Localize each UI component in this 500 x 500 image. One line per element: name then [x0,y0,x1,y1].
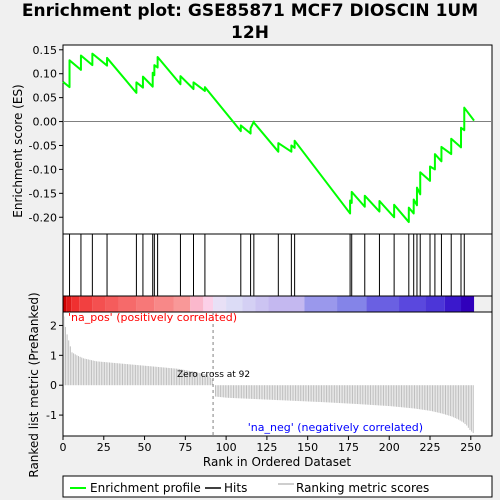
es-panel-frame [62,44,493,235]
heatmap-block [154,296,174,312]
ranking-heatmap-strip [63,296,475,312]
pos-label: 'na_pos' (positively correlated) [68,311,237,324]
heatmap-block [304,296,338,312]
legend-label-metric: Ranking metric scores [296,481,429,495]
heatmap-block [399,296,426,312]
x-tick-label: 75 [178,441,192,454]
legend-box [62,475,493,498]
enrichment-profile [62,52,475,224]
heatmap-block [92,296,106,312]
heatmap-block [203,296,214,312]
x-tick-label: 25 [97,441,111,454]
ranked-y-axis: -1 0 1 2 [46,319,63,422]
x-tick-label: 0 [60,441,67,454]
es-y-axis: -0.20 -0.15 -0.10 -0.05 0.00 0.05 0.10 0.15 [29,44,63,224]
es-ytick-label: 0.00 [33,116,58,129]
heatmap-block [66,296,72,312]
ranked-ylabel: Ranked list metric (PreRanked) [27,292,41,477]
legend-label-hits: Hits [224,481,247,495]
legend-entry-hits: Hits [205,481,247,495]
x-tick-label: 175 [338,441,359,454]
ranked-ytick-label: 0 [50,379,57,392]
heatmap-block [366,296,400,312]
ranking-metric-bars [63,316,474,434]
es-ytick-label: -0.05 [29,139,57,152]
es-ytick-label: 0.05 [33,92,58,105]
chart-title: Enrichment plot: GSE85871 MCF7 DIOSCIN 1… [21,1,479,43]
es-ytick-label: 0.10 [33,68,58,81]
heatmap-block [255,296,269,312]
enrichment-profile-line [62,52,475,224]
heatmap-block [213,296,227,312]
heatmap-block [226,296,243,312]
heatmap-block [79,296,93,312]
heatmap-block [242,296,256,312]
heatmap-block [173,296,191,312]
legend-entry-profile: Enrichment profile [70,481,201,495]
ranked-ytick-label: -1 [46,409,57,422]
es-ytick-label: -0.10 [29,163,57,176]
legend-label-profile: Enrichment profile [90,481,201,495]
heatmap-block [118,296,137,312]
es-ytick-label: -0.15 [29,187,57,200]
heatmap-block [63,296,67,312]
heatmap-block [190,296,204,312]
es-ytick-label: 0.15 [33,44,58,57]
x-axis-label: Rank in Ordered Dataset [203,455,351,469]
x-tick-label: 50 [138,441,152,454]
x-tick-label: 200 [379,441,400,454]
heatmap-block [425,296,445,312]
x-tick-label: 250 [460,441,481,454]
heatmap-block [268,296,305,312]
legend-entry-metric: Ranking metric scores [278,481,429,495]
x-tick-label: 125 [256,441,277,454]
heatmap-block [337,296,367,312]
zero-cross-label: Zero cross at 92 [177,370,250,380]
x-axis: 0 25 50 75 100 125 150 175 200 225 250 [60,436,481,454]
heatmap-block [105,296,119,312]
heatmap-block [136,296,155,312]
ranked-ytick-label: 2 [50,319,57,332]
ranked-panel-frame [62,311,493,437]
hits-panel-frame [62,233,493,297]
es-ylabel: Enrichment score (ES) [11,84,25,217]
x-tick-label: 100 [216,441,237,454]
heatmap-block [71,296,80,312]
neg-label: 'na_neg' (negatively correlated) [248,421,423,434]
es-ytick-label: -0.20 [29,211,57,224]
hits-marks [69,234,465,296]
x-tick-label: 225 [420,441,441,454]
x-tick-label: 150 [297,441,318,454]
heatmap-block [461,296,475,312]
heatmap-block [444,296,462,312]
ranked-ytick-label: 1 [50,349,57,362]
